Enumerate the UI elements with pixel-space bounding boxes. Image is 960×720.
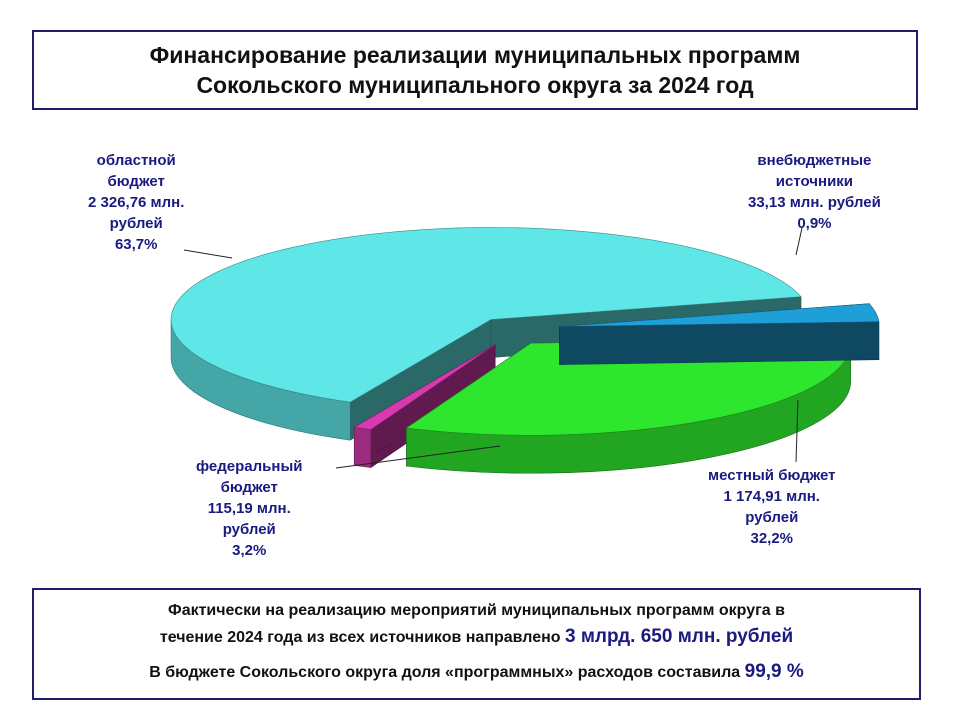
summary-line3: В бюджете Сокольского округа доля «прогр… [48,659,905,686]
chart-title-line2: Сокольского муниципального округа за 202… [196,72,754,98]
pie-slice-side-federal-1 [559,321,880,365]
leader-line-extrabudget [795,227,803,256]
summary-box: Фактически на реализацию мероприятий мун… [32,588,921,700]
slice-label-federal: федеральный бюджет 115,19 млн. рублей 3,… [196,458,303,559]
slice-label-regional: областной бюджет 2 326,76 млн. рублей 63… [88,152,185,253]
leader-line-regional [183,249,233,259]
pie-slice-federal [559,303,880,327]
chart-title-box: Финансирование реализации муниципальных … [32,30,918,110]
summary-line2-text: течение 2024 года из всех источников нап… [159,629,566,646]
pie-slice-regional [170,227,802,403]
chart-title-line1: Финансирование реализации муниципальных … [149,42,801,68]
summary-line3-text: В бюджете Сокольского округа доля «прогр… [149,664,745,681]
slice-label-extrabudget: внебюджетные источники 33,13 млн. рублей… [748,152,881,232]
summary-line2: течение 2024 года из всех источников нап… [48,624,905,651]
summary-total-amount: 3 млрд. 650 млн. рублей [565,626,794,647]
pie-slice-local [405,338,851,436]
leader-line-local [795,399,799,463]
summary-program-share: 99,9 % [744,661,804,682]
pie-slice-extrabudget [353,344,496,430]
slice-label-local: местный бюджет 1 174,91 млн. рублей 32,2… [708,467,836,547]
leader-line-federal [335,445,501,469]
pie-slice-wall-extrabudget-1 [353,427,372,468]
summary-line1: Фактически на реализацию мероприятий мун… [168,602,785,619]
